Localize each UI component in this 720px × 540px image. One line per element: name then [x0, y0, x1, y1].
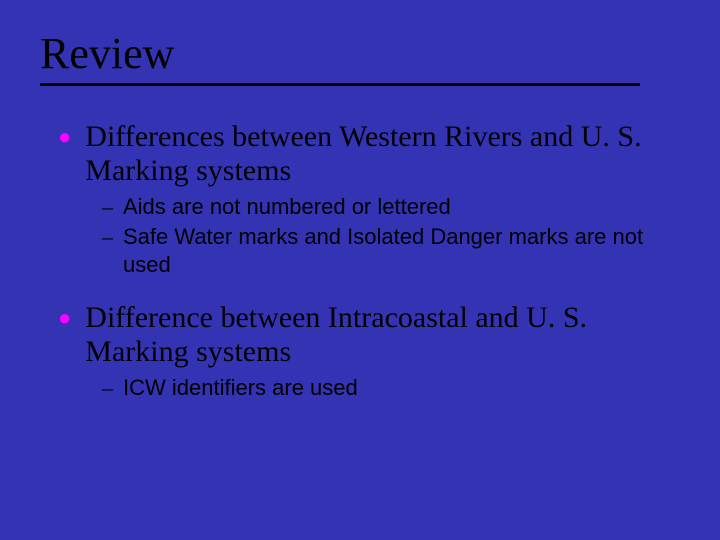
- sub-bullet-item: – ICW identifiers are used: [102, 374, 680, 402]
- sub-bullet-text: Aids are not numbered or lettered: [123, 193, 451, 221]
- sub-bullet-text: Safe Water marks and Isolated Danger mar…: [123, 223, 680, 279]
- sub-bullet-group: – Aids are not numbered or lettered – Sa…: [58, 193, 680, 279]
- slide: Review ● Differences between Western Riv…: [0, 0, 720, 540]
- slide-title: Review: [40, 28, 640, 86]
- bullet-icon: ●: [58, 120, 71, 154]
- slide-body: ● Differences between Western Rivers and…: [40, 120, 680, 402]
- sub-bullet-text: ICW identifiers are used: [123, 374, 358, 402]
- sub-bullet-item: – Aids are not numbered or lettered: [102, 193, 680, 221]
- bullet-item: ● Difference between Intracoastal and U.…: [58, 301, 680, 369]
- bullet-text: Differences between Western Rivers and U…: [85, 120, 680, 188]
- bullet-text: Difference between Intracoastal and U. S…: [85, 301, 680, 369]
- bullet-item: ● Differences between Western Rivers and…: [58, 120, 680, 188]
- bullet-icon: ●: [58, 301, 71, 335]
- dash-icon: –: [102, 223, 113, 251]
- sub-bullet-item: – Safe Water marks and Isolated Danger m…: [102, 223, 680, 279]
- dash-icon: –: [102, 374, 113, 402]
- sub-bullet-group: – ICW identifiers are used: [58, 374, 680, 402]
- dash-icon: –: [102, 193, 113, 221]
